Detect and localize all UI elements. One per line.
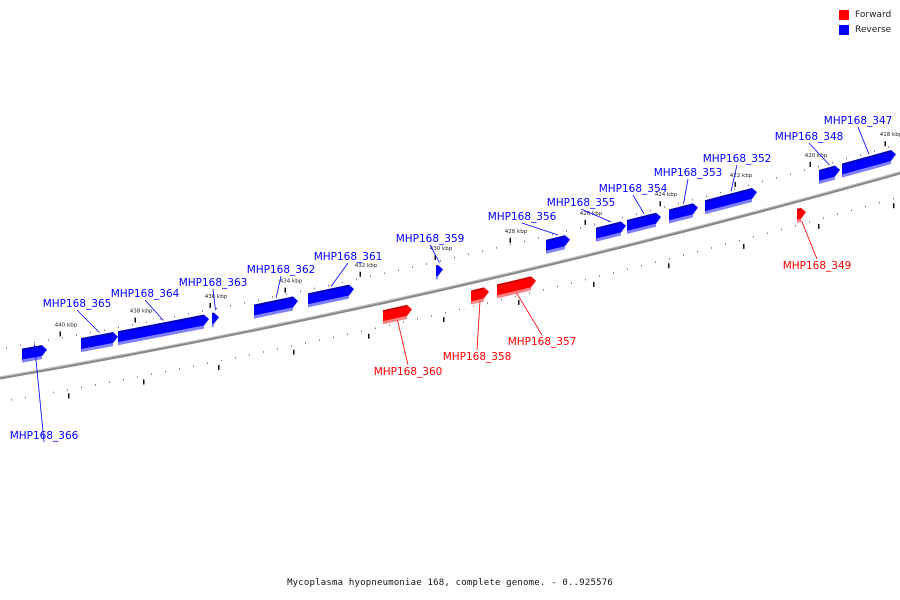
gene-label: MHP168_366	[10, 430, 79, 442]
scale-tick-label: 428 kbp	[505, 229, 528, 235]
scale-tick-label: 438 kbp	[130, 308, 153, 314]
gene-label: MHP168_355	[547, 197, 616, 209]
scale-tick: 424 kbp	[655, 192, 678, 269]
scale-tick: 432 kbp	[355, 263, 378, 339]
gene-feature[interactable]: MHP168_352	[703, 153, 772, 215]
gene-label: MHP168_353	[654, 167, 723, 179]
legend-forward-label: Forward	[855, 10, 892, 20]
gene-label: MHP168_348	[775, 131, 844, 143]
scale-tick: 428 kbp	[505, 229, 528, 305]
gene-feature[interactable]: MHP168_356	[488, 211, 570, 254]
scale-tick-label: 440 kbp	[55, 322, 78, 328]
scale-ticks: 440 kbp 438 kbp 436 kbp 434 kbp 432 kbp 430 k…	[55, 132, 900, 399]
gene-label: MHP168_352	[703, 153, 772, 165]
gene-label: MHP168_347	[824, 115, 893, 127]
gene-feature[interactable]: MHP168_366	[10, 344, 79, 443]
gene-label: MHP168_363	[179, 277, 248, 289]
strand-dot-rows	[6, 146, 894, 401]
gene-features: MHP168_347 MHP168_348 MHP168_349 MHP168_352…	[10, 115, 896, 443]
genome-caption: Mycoplasma hyopneumoniae 168, complete g…	[287, 578, 613, 588]
gene-label: MHP168_360	[374, 366, 443, 378]
gene-label: MHP168_354	[599, 183, 668, 195]
genome-backbone-highlight	[0, 171, 900, 378]
gene-feature[interactable]: MHP168_355	[547, 197, 626, 242]
scale-tick-label: 430 kbp	[430, 246, 453, 252]
gene-label: MHP168_362	[247, 264, 316, 276]
gene-label: MHP168_364	[111, 288, 180, 300]
legend-reverse: Reverse	[839, 25, 891, 35]
gene-feature[interactable]: MHP168_365	[43, 298, 118, 353]
gene-feature[interactable]: MHP168_362	[247, 264, 316, 319]
gene-feature[interactable]: MHP168_358	[443, 287, 512, 363]
gene-label: MHP168_359	[396, 233, 465, 245]
scale-tick: 426 kbp	[580, 211, 603, 287]
legend-forward-swatch	[839, 10, 849, 20]
gene-feature[interactable]: MHP168_360	[374, 304, 443, 378]
gene-feature[interactable]: MHP168_357	[497, 276, 576, 348]
scale-tick-label: 434 kbp	[280, 279, 303, 285]
gene-feature[interactable]: MHP168_364	[111, 288, 209, 346]
scale-tick-label: 432 kbp	[355, 263, 378, 269]
gene-label: MHP168_349	[783, 260, 852, 272]
scale-tick: 430 kbp	[430, 246, 453, 323]
scale-tick: 438 kbp	[130, 308, 153, 385]
scale-tick: 420 kbp	[805, 153, 828, 229]
gene-label: MHP168_358	[443, 351, 512, 363]
scale-tick: 440 kbp	[55, 322, 78, 399]
gene-feature[interactable]: MHP168_347	[824, 115, 896, 178]
legend-reverse-label: Reverse	[855, 25, 892, 35]
scale-tick: 422 kbp	[730, 173, 753, 249]
scale-tick-label: 420 kbp	[805, 153, 828, 159]
gene-label: MHP168_365	[43, 298, 112, 310]
gene-feature[interactable]: MHP168_363	[179, 277, 248, 328]
gene-feature[interactable]: MHP168_349	[783, 207, 852, 272]
scale-tick-label: 418 kbp	[880, 132, 900, 138]
scale-tick-label: 426 kbp	[580, 211, 603, 217]
gene-feature[interactable]: MHP168_353	[654, 167, 723, 224]
scale-tick: 436 kbp	[205, 294, 228, 370]
scale-tick-label: 422 kbp	[730, 173, 753, 179]
gene-feature[interactable]: MHP168_361	[308, 251, 383, 308]
gene-label: MHP168_356	[488, 211, 557, 223]
scale-tick-label: 436 kbp	[205, 294, 228, 300]
gene-feature[interactable]: MHP168_359	[396, 233, 465, 280]
scale-tick: 418 kbp	[880, 132, 900, 209]
legend-forward: Forward	[839, 10, 891, 20]
gene-feature[interactable]: MHP168_348	[775, 131, 844, 184]
gene-label: MHP168_361	[314, 251, 383, 263]
scale-tick-label: 424 kbp	[655, 192, 678, 198]
legend-reverse-swatch	[839, 25, 849, 35]
scale-tick: 434 kbp	[280, 279, 303, 355]
genome-backbone	[0, 171, 900, 380]
gene-feature[interactable]: MHP168_354	[599, 183, 668, 235]
gene-label: MHP168_357	[508, 336, 577, 348]
